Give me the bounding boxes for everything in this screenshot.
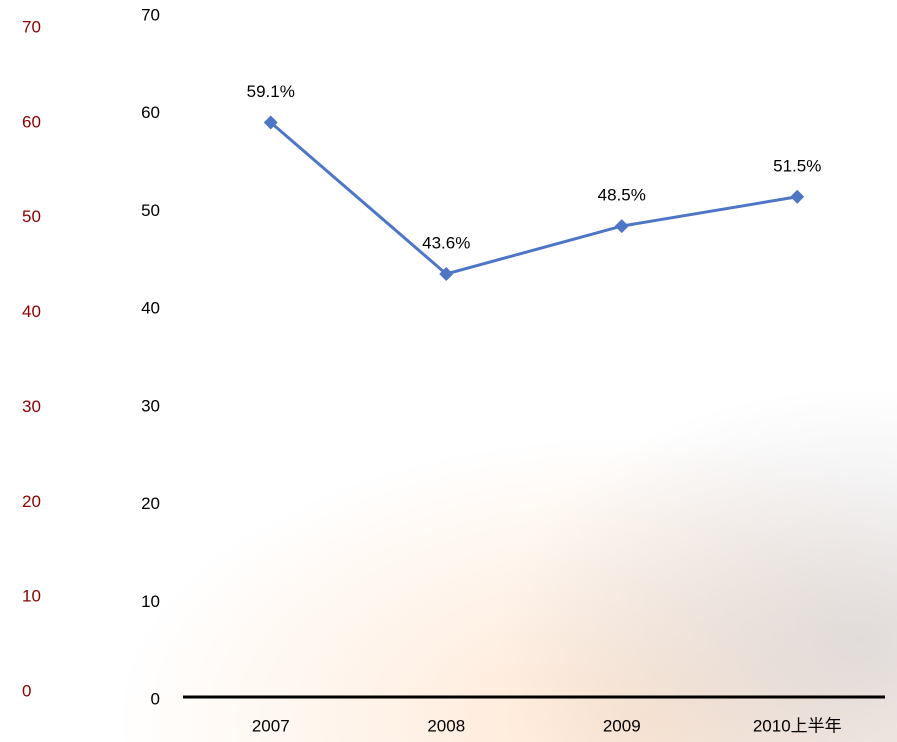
y-tick-label: 20 [141,494,160,513]
data-marker [790,189,805,204]
data-label: 51.5% [773,156,821,175]
data-label: 48.5% [598,186,646,205]
x-tick-label: 2007 [252,716,290,735]
y-tick-label: 50 [141,201,160,220]
x-tick-label: 2008 [427,716,465,735]
y2-tick-label: 70 [22,17,41,36]
y-tick-label: 70 [141,5,160,24]
y2-tick-label: 40 [22,302,41,321]
data-marker [614,219,629,234]
y-tick-label: 30 [141,396,160,415]
y2-tick-label: 0 [22,681,31,700]
y-tick-label: 0 [151,689,160,708]
data-line [269,121,798,276]
data-label: 43.6% [422,233,470,252]
y2-tick-label: 20 [22,492,41,511]
y-tick-label: 60 [141,103,160,122]
y2-tick-label: 50 [22,207,41,226]
y2-tick-label: 30 [22,397,41,416]
y-tick-label: 10 [141,592,160,611]
y2-tick-label: 10 [22,587,41,606]
x-tick-label: 2009 [603,716,641,735]
data-marker [439,266,454,281]
x-tick-label: 2010上半年 [753,716,842,735]
data-label: 59.1% [247,82,295,101]
y2-tick-label: 60 [22,112,41,131]
y-tick-label: 40 [141,299,160,318]
data-marker [263,115,278,130]
